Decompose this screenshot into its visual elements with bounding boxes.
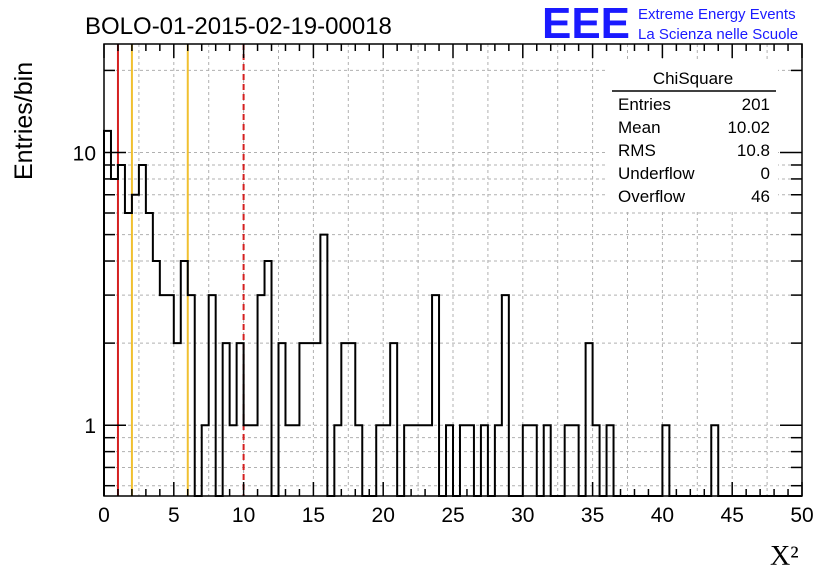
histogram-bin [299, 343, 306, 496]
histogram-bin [285, 425, 292, 496]
histogram-bin [181, 261, 188, 496]
histogram-bin [586, 343, 593, 496]
histogram-bin [223, 343, 230, 496]
histogram-bin [593, 425, 600, 496]
stats-row-value: 201 [742, 95, 770, 114]
histogram-bin [111, 179, 118, 496]
stats-row-label: RMS [618, 141, 656, 160]
histogram-bin [411, 425, 418, 496]
x-tick-label: 15 [302, 504, 325, 527]
histogram-bin [425, 425, 432, 496]
x-tick-labels: 0 5 10 15 20 25 30 35 40 45 50 [98, 504, 814, 527]
x-axis-label: Χ² [770, 541, 799, 572]
histogram-bin [167, 295, 174, 496]
histogram-bin [341, 343, 348, 496]
x-tick-label: 5 [168, 504, 180, 527]
histogram-bin [530, 425, 537, 496]
histogram-bin [230, 425, 237, 496]
histogram-bin [160, 295, 167, 496]
histogram-bin [258, 295, 265, 496]
histogram-bin [132, 195, 139, 496]
chart-title: BOLO-01-2015-02-19-00018 [85, 13, 392, 40]
histogram-bin [104, 131, 111, 496]
histogram-bin [607, 425, 614, 496]
stats-row-label: Overflow [618, 187, 686, 206]
stats-row-value: 46 [751, 187, 770, 206]
histogram-bin [523, 425, 530, 496]
histogram-bin [662, 425, 669, 496]
stats-box: ChiSquare Entries 201 Mean 10.02 RMS 10.8 Unde… [608, 60, 778, 212]
histogram-bin [418, 425, 425, 496]
histogram-bin [279, 343, 286, 496]
histogram-bin [502, 295, 509, 496]
logo-line-2: La Scienza nelle Scuole [638, 26, 798, 43]
y-tick-label: 10 [73, 143, 96, 166]
x-tick-label: 35 [581, 504, 604, 527]
histogram-bin [460, 425, 467, 496]
histogram-bin [202, 425, 209, 496]
histogram-bin [348, 343, 355, 496]
stats-row-value: 10.8 [737, 141, 770, 160]
logo-line-1: Extreme Energy Events [638, 6, 796, 23]
histogram-bin [383, 425, 390, 496]
histogram-bin [188, 295, 195, 496]
histogram-bin [432, 295, 439, 496]
histogram-bin [125, 213, 132, 496]
histogram-bin [146, 213, 153, 496]
x-tick-label: 10 [232, 504, 255, 527]
stats-row-label: Entries [618, 95, 671, 114]
logo-mark: EEE [542, 0, 630, 48]
x-tick-label: 25 [441, 504, 464, 527]
eee-logo: EEE Extreme Energy Events La Scienza nel… [542, 0, 798, 48]
histogram-bin [572, 425, 579, 496]
stats-rows: Entries 201 Mean 10.02 RMS 10.8 Underflow 0 Over… [618, 95, 770, 206]
histogram-bin [404, 425, 411, 496]
histogram-bin [481, 425, 488, 496]
histogram-bin [237, 343, 244, 496]
stats-row-value: 0 [761, 164, 770, 183]
stats-row-label: Underflow [618, 164, 695, 183]
stats-box-bg [608, 60, 778, 212]
histogram-bin [153, 261, 160, 496]
histogram-bin [376, 425, 383, 496]
stats-row-value: 10.02 [727, 118, 770, 137]
histogram-bin [306, 343, 313, 496]
histogram-bin [320, 235, 327, 496]
x-tick-label: 0 [98, 504, 110, 527]
axis-layer [103, 43, 803, 497]
histogram-bin [544, 425, 551, 496]
histogram-bin [244, 425, 251, 496]
x-tick-label: 40 [651, 504, 674, 527]
y-axis-label: Entries/bin [10, 62, 38, 180]
histogram-bin [292, 425, 299, 496]
histogram-bin [251, 425, 258, 496]
histogram-bin [209, 295, 216, 496]
x-tick-label: 30 [511, 504, 534, 527]
histogram-bin [495, 425, 502, 496]
histogram-bin [711, 425, 718, 496]
histogram-bin [265, 261, 272, 496]
y-tick-labels: 1 10 [73, 143, 96, 439]
histogram-bin [565, 425, 572, 496]
y-tick-label: 1 [84, 415, 96, 438]
histogram-bin [446, 425, 453, 496]
stats-title: ChiSquare [653, 69, 733, 88]
histogram-bin [467, 425, 474, 496]
histogram-bin [355, 425, 362, 496]
histogram-bin [118, 165, 125, 496]
x-tick-label: 45 [721, 504, 744, 527]
histogram-bin [313, 343, 320, 496]
x-tick-label: 50 [790, 504, 813, 527]
x-tick-label: 20 [372, 504, 395, 527]
histogram-bin [139, 165, 146, 496]
stats-row-label: Mean [618, 118, 661, 137]
histogram-bin [334, 425, 341, 496]
histogram-bin [390, 343, 397, 496]
histogram-bin [174, 343, 181, 496]
